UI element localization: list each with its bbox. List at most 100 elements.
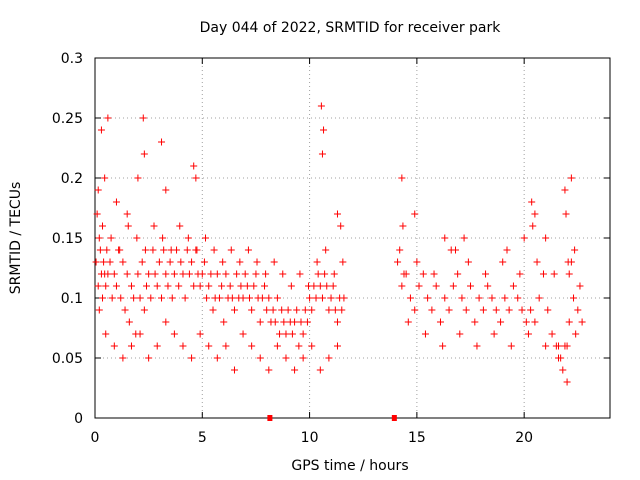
data-point — [518, 306, 526, 314]
data-point — [136, 294, 144, 302]
data-point — [411, 306, 419, 314]
data-point — [400, 270, 408, 278]
data-point — [303, 318, 311, 326]
data-point — [145, 270, 153, 278]
data-point — [462, 306, 470, 314]
data-point — [454, 270, 462, 278]
data-point — [576, 282, 584, 290]
data-point — [415, 282, 423, 290]
data-point — [293, 306, 301, 314]
data-point — [280, 318, 288, 326]
data-point — [166, 258, 174, 266]
data-point — [529, 222, 537, 230]
y-tick-label: 0 — [74, 411, 83, 427]
data-point — [562, 210, 570, 218]
data-point — [533, 258, 541, 266]
data-point — [484, 282, 492, 290]
data-point — [188, 258, 196, 266]
data-point — [265, 366, 273, 374]
data-point — [167, 246, 175, 254]
data-point — [104, 114, 112, 122]
axis-ticks: 0 0.05 0.1 0.15 0.2 0.25 0.3 0 5 10 15 20 — [52, 51, 610, 446]
data-point — [320, 126, 328, 134]
data-point — [421, 330, 429, 338]
data-point — [278, 306, 286, 314]
data-point — [192, 174, 200, 182]
data-point — [441, 294, 449, 302]
data-point — [535, 294, 543, 302]
data-point — [327, 294, 335, 302]
x-tick-label: 0 — [91, 430, 100, 446]
data-point — [103, 246, 111, 254]
data-point — [136, 330, 144, 338]
data-point — [96, 246, 104, 254]
data-point — [158, 138, 166, 146]
data-point — [123, 270, 131, 278]
data-point — [492, 306, 500, 314]
data-point — [297, 318, 305, 326]
data-point — [112, 282, 120, 290]
data-point — [424, 294, 432, 302]
data-point — [179, 342, 187, 350]
data-point — [331, 306, 339, 314]
data-point — [325, 354, 333, 362]
data-point — [177, 258, 185, 266]
data-point — [147, 294, 155, 302]
data-point — [198, 270, 206, 278]
data-point — [282, 354, 290, 362]
data-point — [99, 222, 107, 230]
gap-markers — [267, 415, 397, 421]
x-tick-label: 15 — [408, 430, 426, 446]
data-point — [432, 282, 440, 290]
data-point — [497, 318, 505, 326]
y-tick-label: 0.05 — [52, 351, 83, 367]
chart-title: Day 044 of 2022, SRMTID for receiver par… — [200, 20, 502, 36]
data-point — [155, 258, 163, 266]
data-point — [112, 198, 120, 206]
data-point — [140, 306, 148, 314]
data-point — [308, 342, 316, 350]
data-point — [567, 174, 575, 182]
data-point — [411, 210, 419, 218]
data-point — [404, 318, 412, 326]
data-point — [185, 270, 193, 278]
data-point — [150, 222, 158, 230]
data-point — [179, 270, 187, 278]
data-point — [219, 258, 227, 266]
data-point — [279, 270, 287, 278]
data-point — [542, 342, 550, 350]
data-point — [261, 282, 269, 290]
gap-marker — [391, 415, 397, 421]
data-point — [143, 282, 150, 290]
data-point — [262, 270, 270, 278]
data-point — [241, 270, 249, 278]
data-point — [473, 342, 481, 350]
data-point — [130, 294, 138, 302]
data-point — [188, 354, 196, 362]
data-point — [456, 330, 464, 338]
data-point — [213, 354, 221, 362]
data-point — [170, 330, 178, 338]
data-point — [233, 270, 241, 278]
data-point — [516, 270, 524, 278]
data-point — [514, 294, 522, 302]
data-point — [563, 342, 571, 350]
data-point — [95, 306, 103, 314]
data-point — [162, 270, 170, 278]
data-point — [239, 330, 247, 338]
data-point — [550, 270, 558, 278]
data-point — [263, 306, 271, 314]
data-point — [164, 282, 172, 290]
data-point — [258, 294, 266, 302]
data-point — [168, 294, 176, 302]
data-point — [193, 246, 201, 254]
data-point — [305, 282, 313, 290]
data-point — [458, 294, 466, 302]
data-point — [160, 246, 168, 254]
data-point — [141, 246, 149, 254]
data-point — [97, 126, 105, 134]
data-point — [124, 222, 132, 230]
y-tick-label: 0.1 — [61, 291, 83, 307]
data-point — [230, 366, 238, 374]
data-point — [92, 258, 100, 266]
